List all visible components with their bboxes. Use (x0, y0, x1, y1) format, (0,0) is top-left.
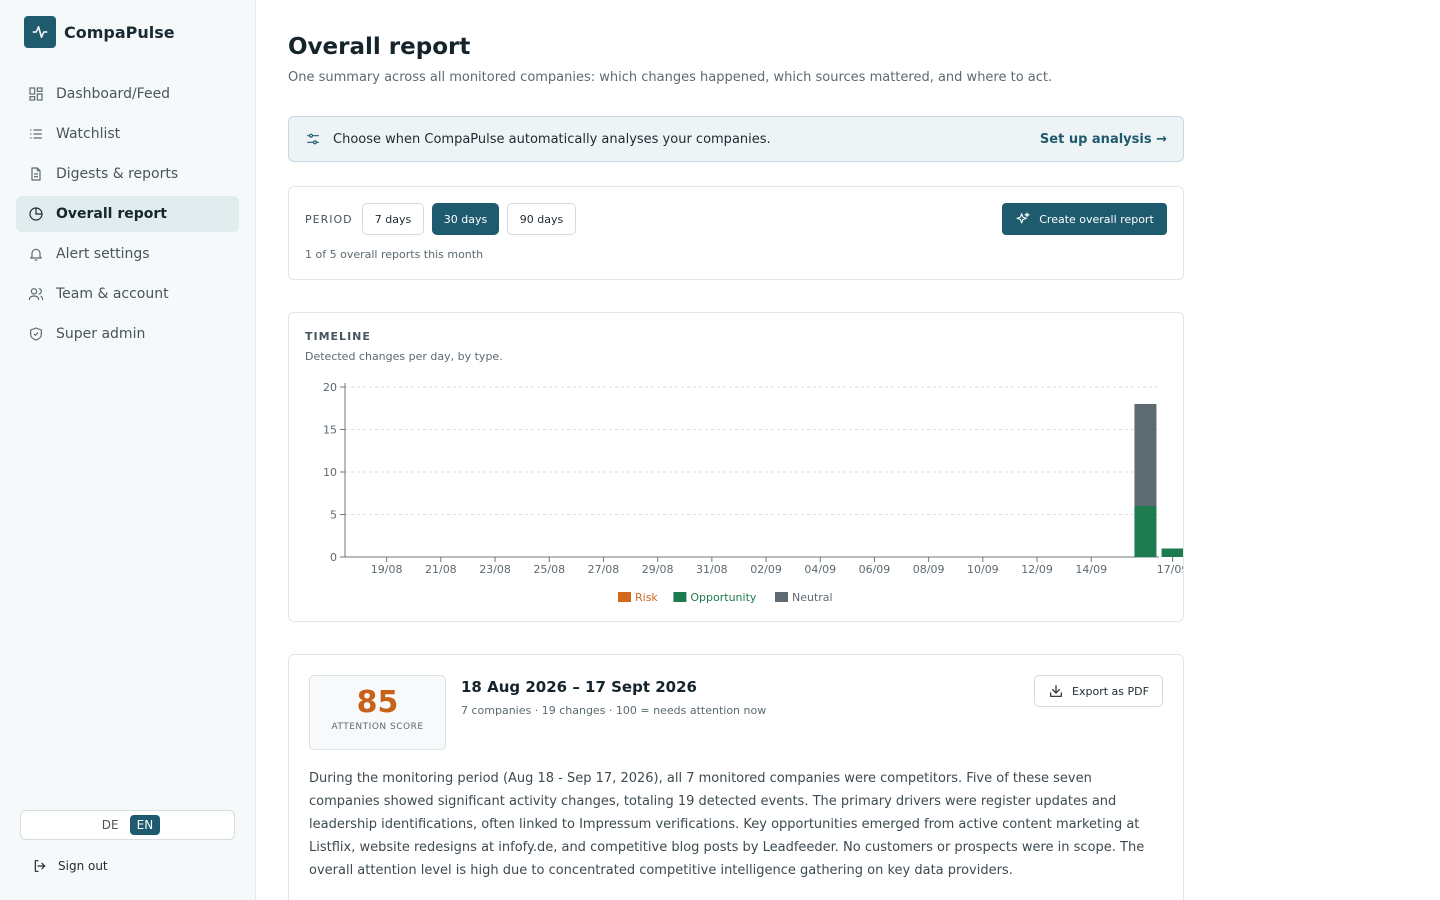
timeline-chart: 0 5 10 15 20 19/08 21/08 23/08 25/08 27/08 29/08 31… (323, 381, 1183, 604)
period-card: PERIOD 7 days 30 days 90 days 1 of 5 ove… (288, 186, 1184, 280)
users-icon (28, 288, 44, 301)
x-tick-label: 17/09 (1157, 563, 1183, 576)
x-tick-label: 19/08 (371, 563, 403, 576)
list-icon (30, 129, 42, 139)
report-usage: 1 of 5 overall reports this month (305, 248, 484, 261)
set-up-analysis-link[interactable]: Set up analysis → (1039, 131, 1167, 147)
create-overall-report-button[interactable]: Create overall report (1002, 203, 1167, 235)
report-meta: 7 companies · 19 changes · 100 = needs a… (461, 704, 767, 717)
brand[interactable]: CompaPulse (24, 16, 175, 48)
shield-icon (30, 327, 42, 341)
bar-neutral-16-09 (1134, 404, 1157, 506)
period-90-days-button[interactable]: 90 days (507, 203, 576, 235)
legend-swatch-neutral (775, 592, 788, 602)
sliders-icon (307, 133, 319, 145)
sidebar-item-overall-report[interactable]: Overall report (16, 196, 239, 232)
sign-out-icon (34, 860, 46, 872)
x-tick-label: 31/08 (696, 563, 728, 576)
x-tick-label: 14/09 (1075, 563, 1107, 576)
x-tick-label: 06/09 (859, 563, 891, 576)
brand-name: CompaPulse (64, 22, 175, 42)
attention-score-label: ATTENTION SCORE (331, 722, 424, 732)
sidebar-item-team-account[interactable]: Team & account (16, 276, 239, 312)
timeline-card: TIMELINE Detected changes per day, by ty… (288, 312, 1184, 622)
grid-icon (29, 87, 43, 101)
language-switcher: DE EN (20, 810, 235, 840)
legend-label-neutral: Neutral (792, 591, 833, 604)
x-tick-label: 27/08 (588, 563, 620, 576)
sidebar-item-label: Dashboard/Feed (56, 86, 171, 102)
x-tick-label: 02/09 (750, 563, 782, 576)
attention-score-value: 85 (356, 685, 399, 720)
sidebar-item-label: Watchlist (56, 126, 121, 142)
analysis-banner: Choose when CompaPulse automatically ana… (288, 116, 1184, 162)
page-subtitle: One summary across all monitored compani… (288, 70, 1053, 85)
y-tick-label: 20 (323, 381, 337, 394)
sidebar-item-digests[interactable]: Digests & reports (16, 156, 239, 192)
sidebar-item-label: Team & account (56, 286, 169, 302)
bar-opportunity-17-09 (1161, 548, 1183, 557)
legend-label-risk: Risk (635, 591, 658, 604)
sign-out-label: Sign out (58, 859, 108, 873)
period-label: PERIOD (305, 213, 353, 226)
y-tick-label: 15 (323, 424, 337, 437)
pulse-icon (24, 16, 56, 48)
sidebar-item-watchlist[interactable]: Watchlist (16, 116, 239, 152)
sidebar-nav: Dashboard/Feed Watchlist Digests & repor… (16, 76, 239, 356)
y-tick-label: 0 (330, 551, 337, 564)
x-tick-label: 21/08 (425, 563, 457, 576)
language-option-de[interactable]: DE (101, 818, 119, 832)
timeline-title: TIMELINE (305, 330, 371, 343)
sparkles-icon (1016, 212, 1030, 224)
x-tick-label: 23/08 (479, 563, 511, 576)
x-tick-label: 12/09 (1021, 563, 1053, 576)
period-30-days-button[interactable]: 30 days (432, 203, 499, 235)
sidebar-item-label: Super admin (56, 326, 146, 342)
sidebar-item-alert-settings[interactable]: Alert settings (16, 236, 239, 272)
summary-card: 85 ATTENTION SCORE 18 Aug 2026 – 17 Sept… (288, 654, 1184, 900)
sidebar: CompaPulse Dashboard/Feed Watchlist Dige… (0, 0, 256, 900)
y-tick-label: 5 (330, 509, 337, 522)
sidebar-item-label: Digests & reports (56, 166, 179, 182)
document-icon (31, 167, 41, 181)
language-option-en[interactable]: EN (129, 815, 161, 835)
sidebar-item-dashboard[interactable]: Dashboard/Feed (16, 76, 239, 112)
download-icon (1050, 685, 1062, 697)
create-overall-report-label: Create overall report (1039, 212, 1154, 226)
report-date-range: 18 Aug 2026 – 17 Sept 2026 (461, 678, 697, 696)
attention-score-box: 85 ATTENTION SCORE (309, 675, 446, 750)
summary-text: During the monitoring period (Aug 18 - S… (309, 771, 1145, 878)
y-tick-label: 10 (323, 466, 337, 479)
legend-label-opportunity: Opportunity (690, 591, 757, 604)
export-pdf-button[interactable]: Export as PDF (1034, 675, 1163, 707)
x-tick-label: 10/09 (967, 563, 999, 576)
period-7-days-button[interactable]: 7 days (362, 203, 424, 235)
bell-icon (30, 248, 42, 261)
sign-out-button[interactable]: Sign out (32, 858, 108, 874)
sidebar-item-label: Alert settings (56, 246, 150, 262)
bar-opportunity-16-09 (1134, 506, 1157, 557)
x-tick-label: 29/08 (642, 563, 674, 576)
banner-text: Choose when CompaPulse automatically ana… (333, 131, 771, 147)
page-title: Overall report (288, 34, 471, 60)
sidebar-item-label: Overall report (56, 206, 167, 222)
legend-swatch-risk (618, 592, 631, 602)
x-tick-label: 08/09 (913, 563, 945, 576)
export-pdf-label: Export as PDF (1072, 684, 1149, 698)
timeline-subtitle: Detected changes per day, by type. (305, 350, 503, 363)
sidebar-item-super-admin[interactable]: Super admin (16, 316, 239, 352)
x-tick-label: 04/09 (804, 563, 836, 576)
legend-swatch-opportunity (673, 592, 687, 602)
pie-chart-icon (29, 207, 43, 221)
x-tick-label: 25/08 (533, 563, 565, 576)
